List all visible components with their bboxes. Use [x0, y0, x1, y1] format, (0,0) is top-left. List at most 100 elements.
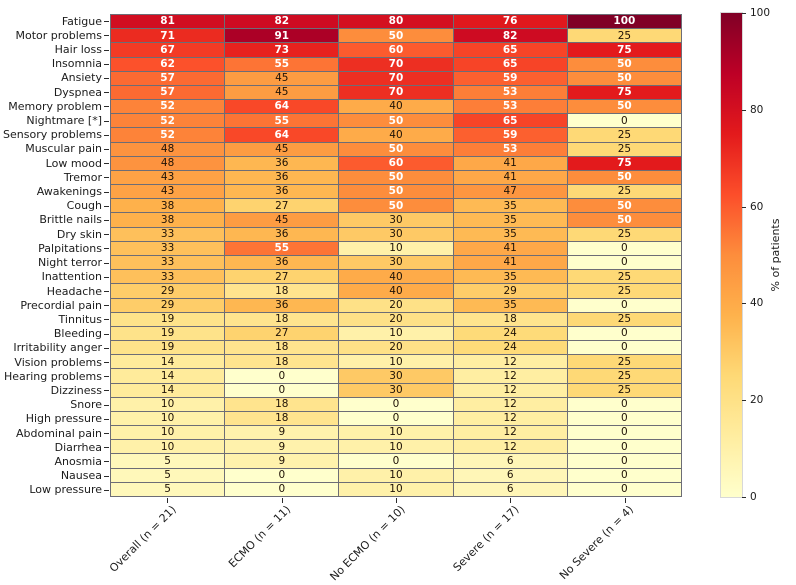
y-tick-mark	[104, 390, 109, 392]
heatmap-cell: 43	[111, 170, 225, 185]
heatmap-cell: 25	[567, 142, 681, 156]
heatmap-cell: 75	[567, 156, 681, 170]
heatmap-cell: 0	[225, 383, 339, 397]
y-tick-label: Low mood	[45, 156, 102, 170]
heatmap-cell: 53	[453, 142, 567, 156]
heatmap-cell: 12	[453, 411, 567, 426]
heatmap-cell: 40	[339, 270, 453, 284]
heatmap-cell: 10	[339, 440, 453, 454]
colorbar-tick-mark	[742, 109, 746, 111]
colorbar-tick-mark	[742, 303, 746, 305]
heatmap-cell: 82	[453, 29, 567, 43]
y-tick-mark	[104, 347, 109, 349]
heatmap-cell: 0	[567, 468, 681, 482]
heatmap-cell: 50	[339, 142, 453, 156]
y-tick-label: Hearing problems	[3, 369, 102, 383]
y-tick-mark	[104, 248, 109, 250]
y-tick-mark	[104, 305, 109, 307]
heatmap-cell: 27	[225, 326, 339, 341]
heatmap-cell: 50	[567, 57, 681, 71]
colorbar-tick-mark	[742, 13, 746, 14]
heatmap-cell: 67	[111, 43, 225, 57]
heatmap-cell: 0	[567, 482, 681, 496]
heatmap-cell: 65	[453, 57, 567, 71]
heatmap-cell: 75	[567, 43, 681, 57]
y-tick-mark	[104, 35, 109, 37]
heatmap-cell: 45	[225, 213, 339, 227]
heatmap-cell: 70	[339, 71, 453, 85]
y-tick-label: Muscular pain	[25, 142, 102, 156]
heatmap-cell: 33	[111, 241, 225, 255]
heatmap-cell: 0	[225, 468, 339, 482]
y-tick-mark	[104, 447, 109, 449]
y-tick-mark	[104, 21, 109, 23]
heatmap-cell: 41	[453, 170, 567, 185]
y-tick-label: Night terror	[38, 256, 102, 270]
heatmap-cell: 10	[339, 426, 453, 440]
heatmap-cell: 75	[567, 85, 681, 100]
y-tick-mark	[104, 475, 109, 477]
colorbar-gradient	[720, 12, 743, 498]
heatmap-cell: 25	[567, 185, 681, 199]
heatmap-cell: 53	[453, 85, 567, 100]
y-tick-mark	[104, 134, 109, 136]
heatmap-cell: 30	[339, 227, 453, 241]
heatmap-cell: 12	[453, 440, 567, 454]
heatmap-cell: 5	[111, 468, 225, 482]
heatmap-cell: 25	[567, 128, 681, 142]
heatmap-cell: 24	[453, 341, 567, 355]
heatmap-cell: 12	[453, 369, 567, 383]
heatmap-cell: 38	[111, 213, 225, 227]
x-tick-mark	[396, 498, 397, 503]
y-tick-mark	[104, 433, 109, 435]
heatmap-cell: 35	[453, 213, 567, 227]
heatmap-cell: 35	[453, 270, 567, 284]
heatmap-cell: 0	[567, 341, 681, 355]
heatmap-cell: 9	[225, 426, 339, 440]
heatmap-cell: 29	[453, 284, 567, 298]
heatmap-cell: 53	[453, 100, 567, 114]
y-tick-mark	[104, 376, 109, 378]
heatmap-cell: 14	[111, 369, 225, 383]
x-tick-label: Overall (n = 21)	[106, 503, 179, 575]
y-tick-mark	[104, 362, 109, 364]
heatmap-cell: 45	[225, 85, 339, 100]
heatmap-cell: 50	[567, 199, 681, 213]
heatmap-cell: 19	[111, 326, 225, 341]
heatmap-cell: 100	[567, 15, 681, 29]
heatmap-cell: 30	[339, 213, 453, 227]
heatmap-cell: 14	[111, 383, 225, 397]
heatmap-cell: 0	[567, 241, 681, 255]
heatmap-cell: 25	[567, 369, 681, 383]
heatmap-cell: 0	[567, 298, 681, 312]
x-tick-label: ECMO (n = 11)	[225, 503, 293, 571]
heatmap-cell: 82	[225, 15, 339, 29]
heatmap-cell: 70	[339, 57, 453, 71]
x-tick-mark	[510, 498, 512, 503]
heatmap-cell: 6	[453, 454, 567, 468]
heatmap-cell: 35	[453, 199, 567, 213]
heatmap-cell: 55	[225, 114, 339, 128]
y-tick-label: Tremor	[63, 170, 102, 184]
heatmap-cell: 10	[111, 426, 225, 440]
heatmap-cell: 10	[339, 482, 453, 496]
y-tick-label: Fatigue	[61, 14, 102, 28]
heatmap-cell: 36	[225, 298, 339, 312]
y-tick-label: Dizziness	[50, 383, 102, 397]
heatmap-cell: 19	[111, 312, 225, 326]
heatmap-cell: 59	[453, 128, 567, 142]
y-tick-mark	[104, 276, 109, 278]
y-tick-label: Irritability anger	[13, 341, 102, 355]
y-tick-mark	[104, 148, 109, 150]
colorbar-tick-label: 60	[750, 200, 764, 213]
heatmap-cell: 18	[225, 397, 339, 411]
y-tick-mark	[104, 106, 109, 108]
heatmap-cell: 41	[453, 241, 567, 255]
heatmap-cell: 91	[225, 29, 339, 43]
heatmap-cell: 24	[453, 326, 567, 341]
heatmap-cell: 81	[111, 15, 225, 29]
y-tick-mark	[104, 77, 109, 79]
heatmap-cell: 27	[225, 199, 339, 213]
heatmap-cell: 0	[567, 440, 681, 454]
